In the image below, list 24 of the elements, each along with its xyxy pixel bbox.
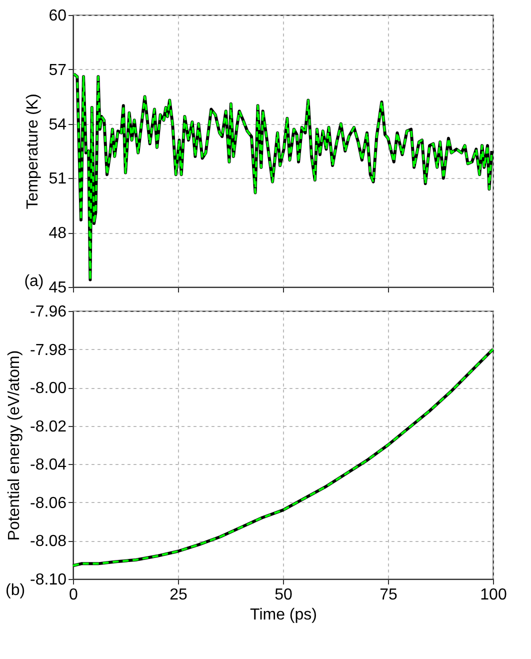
y-tick-label: 54 (48, 116, 67, 134)
x-tick-label: 75 (380, 586, 398, 604)
y-tick-label: 57 (48, 62, 67, 79)
y-tick-label: -8.04 (30, 456, 67, 474)
y-tick-label: 51 (48, 170, 67, 188)
y-tick-label: -7.98 (30, 342, 67, 359)
y-axis-title: Temperature (K) (24, 94, 42, 210)
text: (b) (6, 582, 26, 599)
x-tick-label: 100 (480, 586, 507, 604)
y-tick-label: 48 (48, 225, 67, 242)
y-tick-label: -8.06 (30, 494, 67, 512)
y-tick-label: 60 (48, 8, 67, 24)
y-tick-label: 45 (48, 280, 67, 296)
x-tick-label: 50 (274, 586, 292, 604)
y-tick-label: -8.10 (30, 572, 67, 588)
y-tick-label: -7.96 (30, 304, 67, 320)
y-axis-title: Potential energy (eV/atom) (6, 350, 24, 541)
x-tick-label: 25 (170, 586, 188, 604)
y-tick-label: -8.08 (30, 533, 67, 550)
x-axis-title: Time (ps) (250, 606, 317, 624)
y-tick-label: -8.02 (30, 418, 67, 436)
y-tick-label: -8.00 (30, 380, 67, 398)
x-tick-label: 0 (69, 586, 78, 604)
text: (a) (24, 273, 44, 290)
